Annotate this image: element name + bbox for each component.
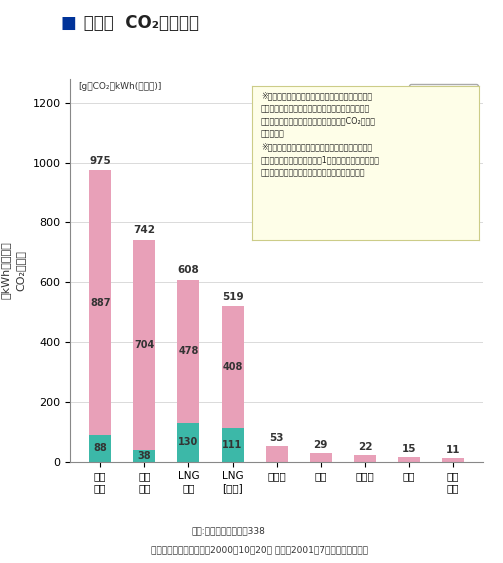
Bar	[133, 240, 155, 450]
Bar	[133, 450, 155, 462]
Text: 408: 408	[222, 363, 243, 373]
Text: 704: 704	[134, 340, 154, 350]
Legend: 発電燃料燃焼, 設備運用: 発電燃料燃焼, 設備運用	[409, 84, 478, 120]
Bar	[89, 170, 111, 435]
Bar	[442, 458, 464, 462]
Text: 975: 975	[90, 155, 111, 166]
Text: 29: 29	[313, 440, 328, 450]
Bar	[89, 435, 111, 462]
Text: 887: 887	[90, 298, 111, 308]
Text: 88: 88	[94, 444, 107, 454]
Text: 22: 22	[358, 442, 372, 452]
Bar	[398, 457, 420, 462]
Text: 130: 130	[178, 437, 199, 447]
Text: 電源別  CO₂の排出量: 電源別 CO₂の排出量	[78, 14, 199, 32]
Text: １kWh当たりの
CO₂排出力: １kWh当たりの CO₂排出力	[0, 242, 25, 299]
Bar	[310, 453, 332, 462]
Text: ※発電燃料の燃焼に加え、原料の採掘から発電設備
　等の建設・燃料輸送・運用・保守等のために消費
　される全てのエネルギーを対象としてCO₂排出量
　を算出。
※: ※発電燃料の燃焼に加え、原料の採掘から発電設備 等の建設・燃料輸送・運用・保守等…	[261, 91, 380, 177]
Bar	[221, 306, 243, 428]
Text: [g・CO₂／kWh(送電端)]: [g・CO₂／kWh(送電端)]	[78, 82, 161, 91]
Text: 519: 519	[222, 292, 243, 302]
Bar	[266, 446, 288, 462]
Bar	[354, 455, 376, 462]
Text: 38: 38	[137, 451, 151, 461]
Text: ■: ■	[60, 14, 76, 32]
Text: 478: 478	[178, 346, 199, 356]
Text: 742: 742	[133, 225, 155, 235]
Bar	[178, 423, 200, 462]
Text: （財）電力中央研究所　2000年10月20日 発行（2001年7月一部修正）より: （財）電力中央研究所 2000年10月20日 発行（2001年7月一部修正）より	[151, 545, 368, 554]
Bar	[221, 428, 243, 462]
Text: 15: 15	[402, 444, 416, 454]
Text: 111: 111	[222, 440, 242, 450]
Text: 608: 608	[178, 265, 199, 275]
Text: 11: 11	[446, 445, 460, 455]
Text: 53: 53	[270, 433, 284, 443]
Text: 出典:電中研ニュース、338: 出典:電中研ニュース、338	[191, 526, 265, 535]
Bar	[178, 280, 200, 423]
